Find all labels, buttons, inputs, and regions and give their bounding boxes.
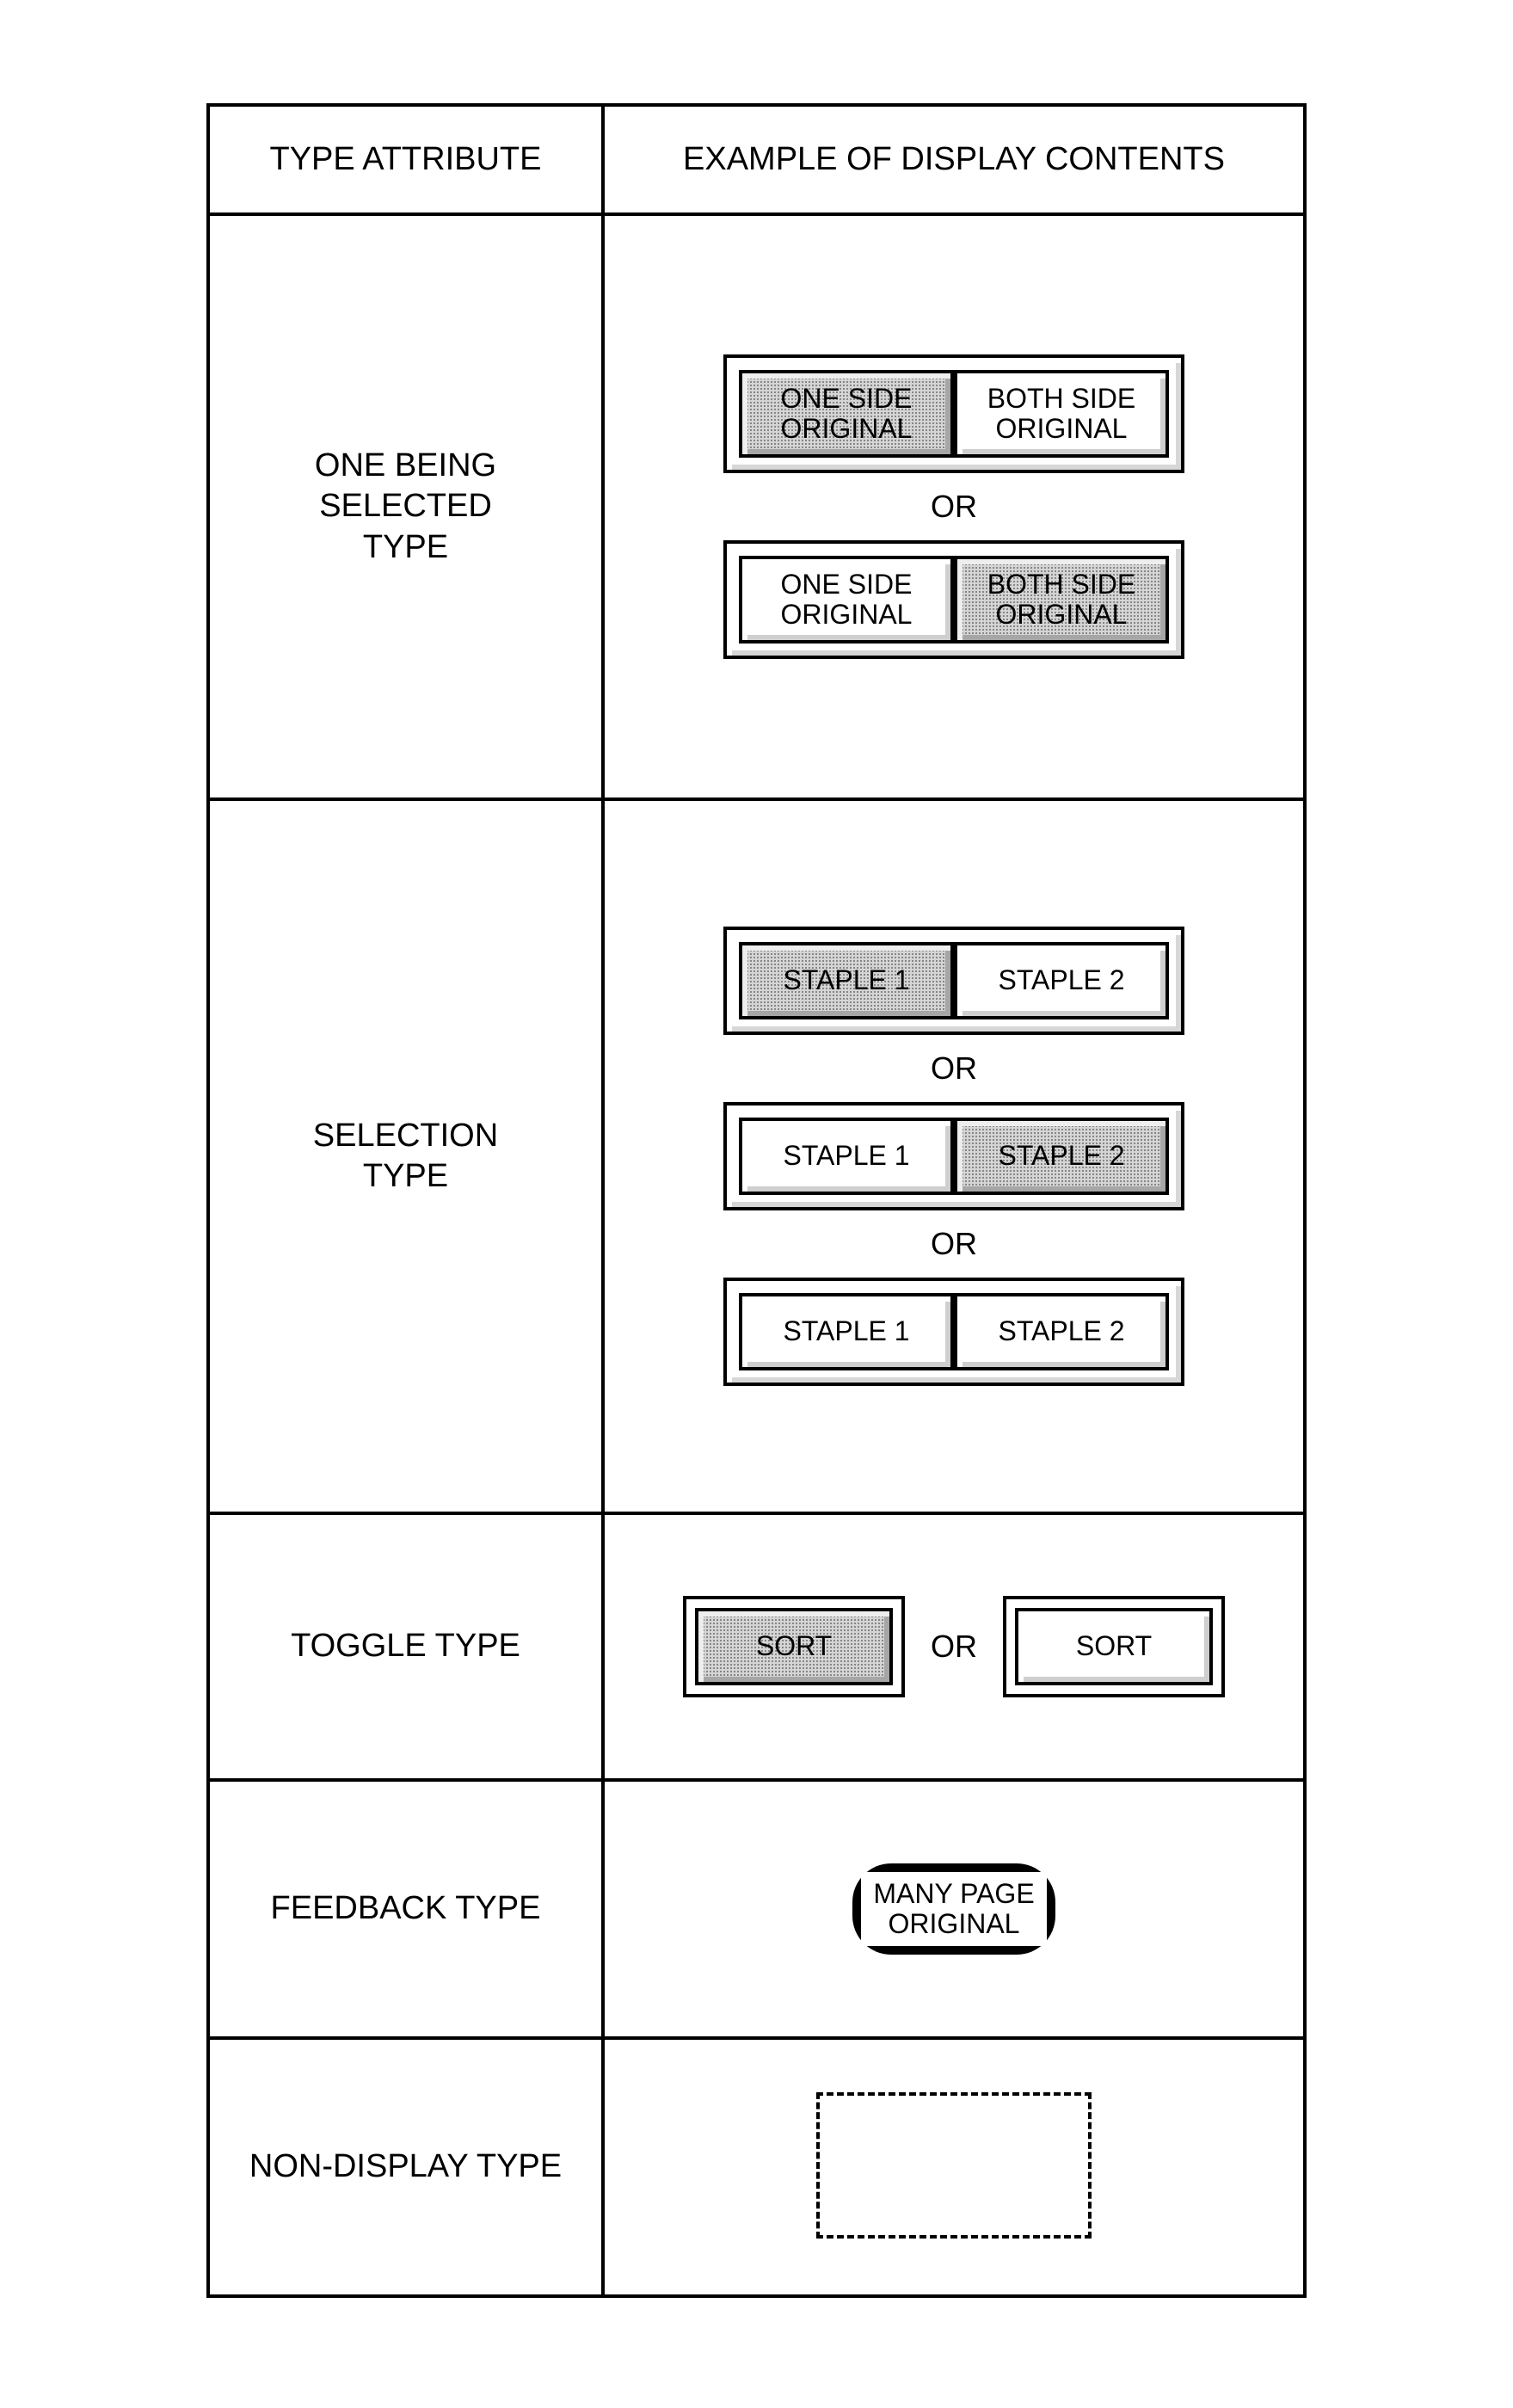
toggle-row: SORT OR SORT [622, 1596, 1286, 1697]
cell-example-toggle-type: SORT OR SORT [603, 1513, 1305, 1780]
one-side-original-button[interactable]: ONE SIDE ORIGINAL [739, 370, 954, 458]
cell-attr-feedback-type: FEEDBACK TYPE [208, 1780, 603, 2038]
cell-attr-one-being-selected: ONE BEING SELECTED TYPE [208, 214, 603, 799]
toggle-panel-off: SORT [1003, 1596, 1225, 1697]
staple-2-button[interactable]: STAPLE 2 [954, 1293, 1169, 1370]
staple-2-button[interactable]: STAPLE 2 [954, 942, 1169, 1019]
page: TYPE ATTRIBUTE EXAMPLE OF DISPLAY CONTEN… [0, 0, 1513, 2401]
row-selection-type: SELECTION TYPE STAPLE 1 STAPLE 2 OR STAP… [208, 799, 1305, 1513]
row-one-being-selected: ONE BEING SELECTED TYPE ONE SIDE ORIGINA… [208, 214, 1305, 799]
staple-1-button[interactable]: STAPLE 1 [739, 1118, 954, 1195]
cell-example-feedback-type: MANY PAGE ORIGINAL [603, 1780, 1305, 2038]
label-selection-type: SELECTION TYPE [227, 1116, 584, 1198]
cell-example-selection-type: STAPLE 1 STAPLE 2 OR STAPLE 1 STAPLE 2 O… [603, 799, 1305, 1513]
staple-1-button[interactable]: STAPLE 1 [739, 942, 954, 1019]
staple-1-button[interactable]: STAPLE 1 [739, 1293, 954, 1370]
sort-button[interactable]: SORT [695, 1608, 893, 1685]
selection-panel-3: STAPLE 1 STAPLE 2 [723, 1278, 1184, 1386]
selection-type-stack: STAPLE 1 STAPLE 2 OR STAPLE 1 STAPLE 2 O… [622, 927, 1286, 1386]
type-attribute-table: TYPE ATTRIBUTE EXAMPLE OF DISPLAY CONTEN… [206, 103, 1307, 2298]
label-one-being-selected: ONE BEING SELECTED TYPE [227, 446, 584, 569]
one-side-original-button[interactable]: ONE SIDE ORIGINAL [739, 556, 954, 644]
both-side-original-button[interactable]: BOTH SIDE ORIGINAL [954, 556, 1169, 644]
label-toggle-type: TOGGLE TYPE [227, 1626, 584, 1667]
header-example: EXAMPLE OF DISPLAY CONTENTS [603, 105, 1305, 214]
cell-example-one-being-selected: ONE SIDE ORIGINAL BOTH SIDE ORIGINAL OR … [603, 214, 1305, 799]
or-label: OR [931, 1050, 977, 1087]
row-feedback-type: FEEDBACK TYPE MANY PAGE ORIGINAL [208, 1780, 1305, 2038]
one-being-selected-panel-2: ONE SIDE ORIGINAL BOTH SIDE ORIGINAL [723, 540, 1184, 659]
feedback-badge[interactable]: MANY PAGE ORIGINAL [852, 1863, 1055, 1955]
sort-button[interactable]: SORT [1015, 1608, 1213, 1685]
cell-example-non-display-type [603, 2038, 1305, 2296]
cell-attr-toggle-type: TOGGLE TYPE [208, 1513, 603, 1780]
selection-panel-1: STAPLE 1 STAPLE 2 [723, 927, 1184, 1035]
label-feedback-type: FEEDBACK TYPE [227, 1888, 584, 1930]
or-label: OR [931, 1629, 977, 1665]
staple-2-button[interactable]: STAPLE 2 [954, 1118, 1169, 1195]
cell-attr-selection-type: SELECTION TYPE [208, 799, 603, 1513]
row-non-display-type: NON-DISPLAY TYPE [208, 2038, 1305, 2296]
one-being-selected-panel-1: ONE SIDE ORIGINAL BOTH SIDE ORIGINAL [723, 354, 1184, 473]
toggle-panel-on: SORT [683, 1596, 905, 1697]
header-type-attribute: TYPE ATTRIBUTE [208, 105, 603, 214]
both-side-original-button[interactable]: BOTH SIDE ORIGINAL [954, 370, 1169, 458]
or-label: OR [931, 1226, 977, 1262]
one-being-selected-stack: ONE SIDE ORIGINAL BOTH SIDE ORIGINAL OR … [622, 354, 1286, 660]
table-header-row: TYPE ATTRIBUTE EXAMPLE OF DISPLAY CONTEN… [208, 105, 1305, 214]
label-non-display-type: NON-DISPLAY TYPE [227, 2146, 584, 2188]
non-display-placeholder [816, 2092, 1092, 2239]
or-label: OR [931, 489, 977, 525]
feedback-badge-label: MANY PAGE ORIGINAL [861, 1872, 1046, 1946]
selection-panel-2: STAPLE 1 STAPLE 2 [723, 1102, 1184, 1210]
cell-attr-non-display-type: NON-DISPLAY TYPE [208, 2038, 603, 2296]
row-toggle-type: TOGGLE TYPE SORT OR SORT [208, 1513, 1305, 1780]
